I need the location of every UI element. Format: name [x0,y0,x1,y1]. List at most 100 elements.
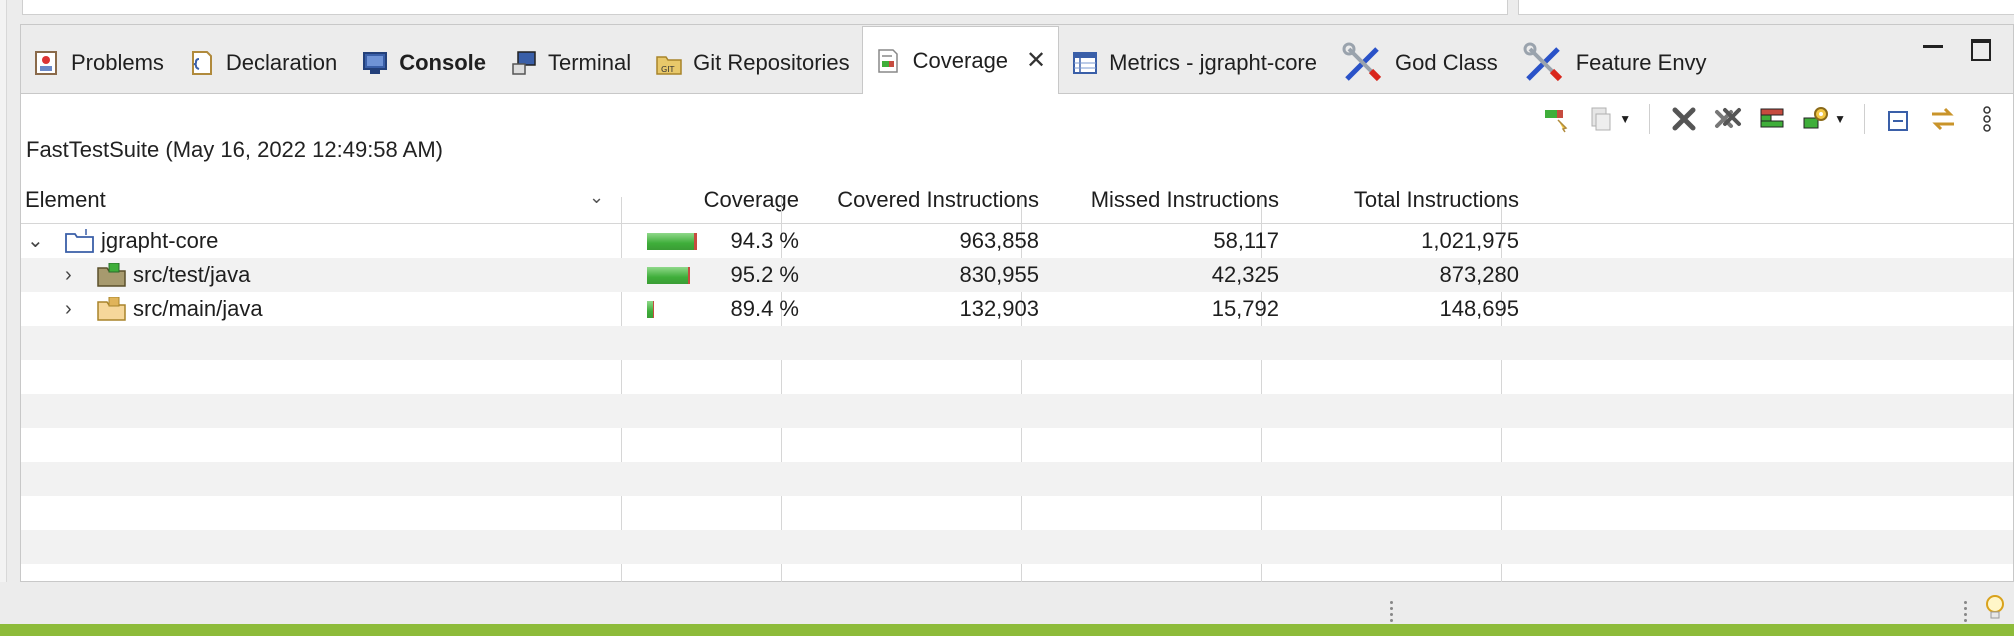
tab-label: Git Repositories [693,50,850,75]
console-icon [363,52,388,74]
tab-label: Feature Envy [1575,50,1707,75]
tab-console[interactable]: Console [349,33,498,93]
toolbar-separator [1649,104,1651,134]
merge-sessions-button[interactable] [1756,103,1788,135]
tab-label: Problems [71,50,164,75]
terminal-icon [512,51,536,75]
relaunch-coverage-button[interactable] [1541,103,1573,135]
minimize-icon[interactable] [1923,45,1943,48]
remove-all-sessions-button[interactable] [1712,103,1744,135]
remove-session-button[interactable] [1668,103,1700,135]
relaunch-icon [1545,110,1568,133]
status-grip[interactable] [1390,598,1394,625]
status-grip[interactable] [1964,598,1968,625]
element-name: src/test/java [133,262,251,287]
missed-value: 58,117 [1213,228,1279,253]
element-name: src/main/java [133,296,263,321]
sessions-dropdown-button[interactable] [1585,103,1617,135]
covered-bar [647,267,688,284]
tab-problems[interactable]: Problems [21,33,176,93]
close-icon[interactable]: ✕ [1026,47,1047,74]
chevron-down-icon[interactable]: ⌄ [27,230,44,252]
tab-coverage[interactable]: Coverage ✕ [861,26,1060,94]
editor-area-edge [22,0,1508,15]
session-title: FastTestSuite (May 16, 2022 12:49:58 AM) [26,137,444,162]
more-vertical-icon [1983,106,1991,132]
chevron-right-icon[interactable]: › [65,264,72,286]
lightbulb-icon[interactable] [1984,594,2006,622]
maximize-icon[interactable] [1971,39,1991,61]
covered-value: 830,955 [959,262,1039,287]
toolbar-separator [1864,104,1865,134]
declaration-icon [191,51,212,75]
coverage-view: Problems Declaration Console Terminal [20,24,2014,601]
coverage-value: 95.2 % [730,262,800,287]
export-session-button[interactable] [1800,103,1832,135]
source-folder-icon [97,297,126,321]
collapse-all-button[interactable] [1883,103,1915,135]
table-row[interactable]: › src/test/java 95.2 % 830,955 42,325 87… [21,258,2013,292]
empty-row [21,496,2013,530]
empty-row [21,428,2013,462]
sessions-icon [1591,107,1611,131]
chevron-down-icon[interactable]: ▼ [1834,112,1846,126]
coverage-bar [647,301,654,318]
project-folder-icon [65,229,94,253]
column-header-coverage[interactable]: Coverage [703,187,799,212]
table-row[interactable]: ⌄ jgrapht-core 94.3 % 963,858 58,117 1,0… [21,224,2013,258]
git-icon: GIT [656,56,682,75]
coverage-bar [647,233,697,250]
tab-label: Declaration [225,50,338,75]
total-value: 148,695 [1439,296,1519,321]
tab-terminal[interactable]: Terminal [498,33,643,93]
column-header-missed[interactable]: Missed Instructions [1090,187,1279,212]
empty-row [21,360,2013,394]
merge-icon [1760,108,1784,128]
tab-label: God Class [1395,50,1498,75]
link-icon [1932,107,1954,131]
covered-value: 963,858 [959,228,1039,253]
tab-god-class[interactable]: God Class [1329,33,1510,93]
column-header-total[interactable]: Total Instructions [1353,187,1519,212]
view-window-controls [1923,39,1991,61]
problems-icon [35,51,57,75]
collapse-all-icon [1888,111,1908,131]
missed-value: 42,325 [1211,262,1279,287]
status-bar [0,582,2014,624]
tools-icon [1342,42,1382,82]
chevron-down-icon[interactable]: ⌄ [589,187,605,207]
coverage-icon [877,48,898,73]
tab-label: Coverage [912,47,1009,73]
chevron-down-icon[interactable]: ▼ [1619,112,1632,126]
chevron-right-icon[interactable]: › [65,298,72,320]
coverage-toolbar: ▼ ▼ [1541,99,2003,139]
view-menu-button[interactable] [1971,103,2003,135]
view-tab-bar: Problems Declaration Console Terminal [21,25,2013,94]
total-value: 873,280 [1439,262,1519,287]
tab-declaration[interactable]: Declaration [176,33,349,93]
coverage-value: 94.3 % [730,228,800,253]
link-with-selection-button[interactable] [1927,103,1959,135]
column-header-covered[interactable]: Covered Instructions [837,187,1039,212]
missed-value: 15,792 [1211,296,1279,321]
tab-label: Metrics - jgrapht-core [1109,50,1317,75]
coverage-table: Element ⌄ Coverage Covered Instructions … [21,177,2013,601]
tools-icon [1523,42,1562,82]
tab-feature-envy[interactable]: Feature Envy [1510,33,1719,93]
empty-row [21,530,2013,564]
table-body: ⌄ jgrapht-core 94.3 % 963,858 58,117 1,0… [21,224,2013,564]
element-name: jgrapht-core [101,228,219,253]
tab-label: Console [399,50,486,75]
tab-metrics[interactable]: Metrics - jgrapht-core [1059,33,1329,93]
coverage-bar [647,267,690,284]
remove-icon [1672,107,1696,131]
table-row[interactable]: › src/main/java 89.4 % 132,903 15,792 14… [21,292,2013,326]
gears-icon [1803,107,1829,129]
tab-git-repositories[interactable]: GIT Git Repositories [643,33,862,93]
tab-label: Terminal [548,50,632,75]
empty-row [21,394,2013,428]
covered-bar [647,301,653,318]
outline-area-edge [1518,0,2014,15]
total-value: 1,021,975 [1421,228,1519,253]
column-header-element[interactable]: Element [25,187,106,212]
